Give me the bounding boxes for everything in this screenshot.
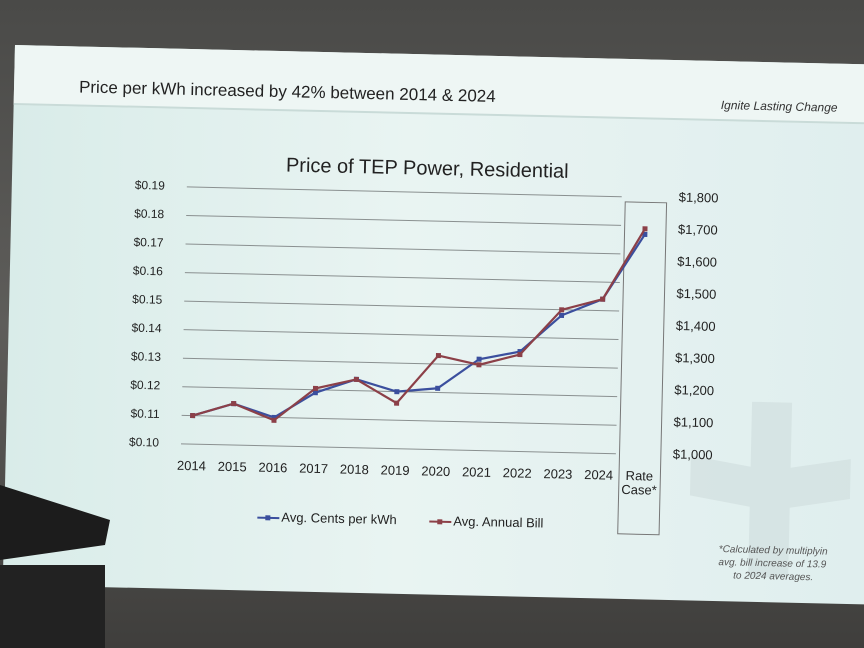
point-marker (435, 385, 441, 391)
y-tick-label: $0.17 (133, 235, 164, 250)
point-marker (394, 389, 400, 395)
y-tick-label: $0.19 (135, 178, 166, 193)
laptop-base (0, 565, 105, 648)
y2-tick-label: $1,100 (673, 414, 713, 430)
decor-shape (689, 401, 851, 578)
point-marker (476, 362, 482, 368)
y2-tick-label: $1,300 (675, 350, 715, 366)
y-tick-label: $0.15 (132, 292, 163, 307)
y2-tick-label: $1,500 (676, 286, 716, 302)
point-marker (312, 385, 319, 391)
point-marker (312, 390, 318, 396)
point-marker (231, 401, 237, 407)
point-marker (558, 312, 565, 318)
point-marker (559, 307, 565, 313)
grid-line (186, 214, 622, 226)
legend-label: Avg. Annual Bill (453, 514, 544, 531)
y-tick-label: $0.14 (131, 321, 162, 336)
grid-line (186, 186, 622, 198)
y-tick-label: $0.11 (130, 406, 160, 421)
point-marker (435, 353, 441, 359)
y2-tick-label: $1,000 (673, 446, 713, 462)
legend-label: Avg. Cents per kWh (281, 510, 397, 528)
legend-marker (265, 515, 271, 521)
point-marker (517, 351, 523, 358)
legend-marker (437, 519, 443, 525)
series-line (192, 228, 646, 422)
grid-line (184, 300, 620, 312)
point-marker (600, 296, 606, 302)
laptop-lid (0, 485, 110, 560)
rate-case-box (617, 201, 668, 536)
point-marker (642, 226, 648, 232)
y2-tick-label: $1,200 (674, 382, 714, 398)
y-tick-label: $0.13 (131, 349, 162, 364)
point-marker (476, 356, 482, 362)
point-marker (271, 417, 277, 423)
y-tick-label: $0.10 (129, 435, 160, 450)
slide: Price per kWh increased by 42% between 2… (2, 45, 864, 605)
y2-tick-label: $1,800 (679, 190, 719, 206)
y-tick-label: $0.18 (134, 206, 165, 221)
series-line (192, 233, 646, 419)
y-tick-label: $0.16 (133, 264, 164, 279)
grid-line (181, 414, 617, 426)
grid-line (182, 357, 618, 369)
y2-tick-label: $1,700 (678, 222, 718, 238)
grid-line (185, 243, 621, 255)
point-marker (190, 412, 196, 419)
point-marker (394, 400, 400, 406)
y-tick-label: $0.12 (130, 378, 161, 393)
grid-line (180, 443, 616, 455)
grid-line (183, 329, 619, 341)
y2-tick-label: $1,600 (677, 254, 717, 270)
y2-tick-label: $1,400 (676, 318, 716, 334)
grid-line (184, 272, 620, 283)
point-marker (353, 376, 359, 382)
